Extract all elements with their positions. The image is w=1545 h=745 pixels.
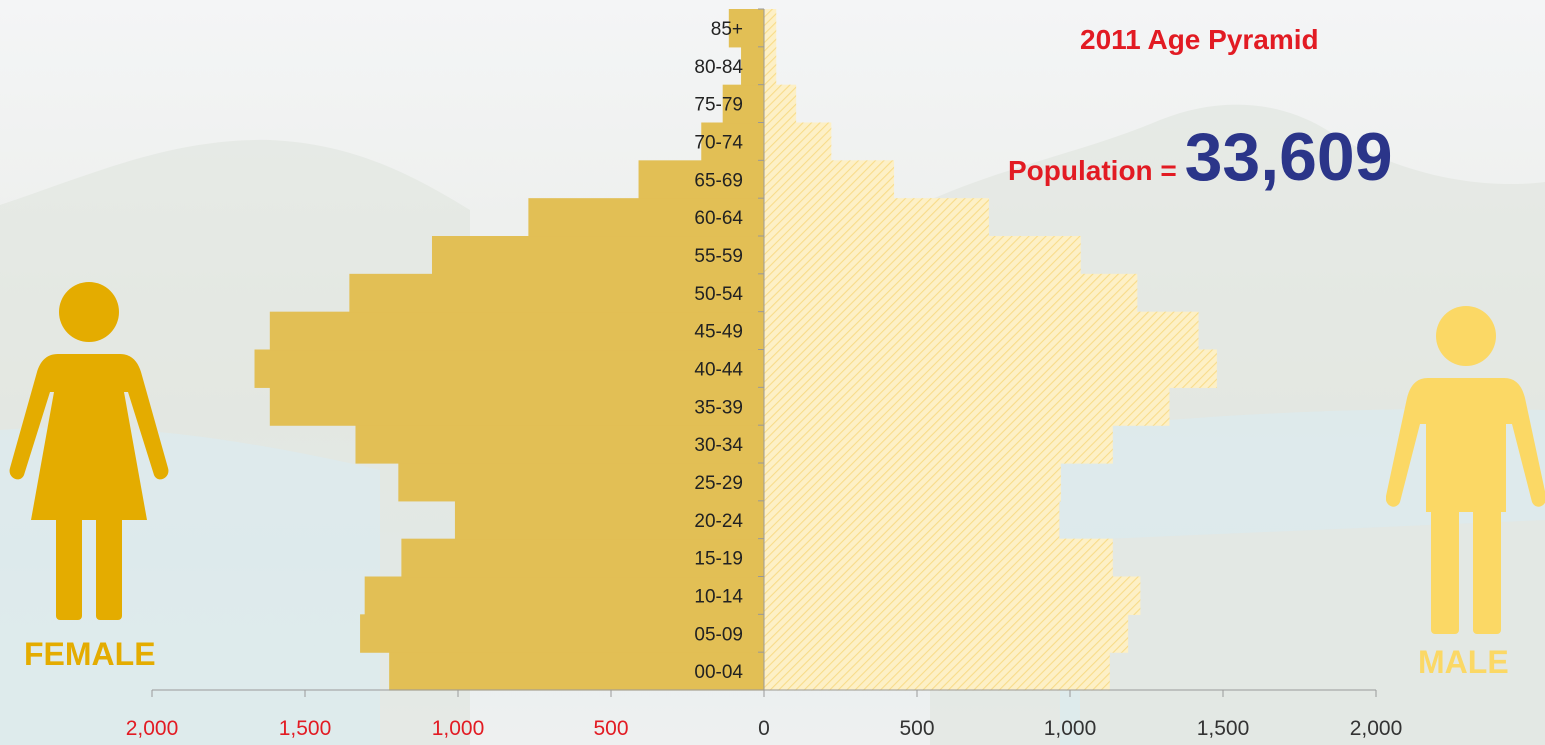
male-bar-70-74 xyxy=(764,122,832,161)
age-group-label: 65-69 xyxy=(694,170,743,191)
age-group-label: 25-29 xyxy=(694,473,743,494)
male-bar-40-44 xyxy=(764,349,1217,388)
female-bar-15-19 xyxy=(401,538,764,578)
male-bar-30-34 xyxy=(764,425,1113,464)
age-group-label: 20-24 xyxy=(694,511,743,532)
female-series xyxy=(254,9,764,691)
female-bar-00-04 xyxy=(389,652,764,691)
female-bar-50-54 xyxy=(349,273,764,313)
male-bar-25-29 xyxy=(764,463,1061,502)
male-bar-80-84 xyxy=(764,46,777,86)
male-bar-85+ xyxy=(764,9,777,48)
male-bar-60-64 xyxy=(764,198,989,237)
x-tick-label: 0 xyxy=(758,717,770,740)
age-group-label: 10-14 xyxy=(694,586,743,607)
male-bar-10-14 xyxy=(764,576,1141,615)
male-person-icon xyxy=(1386,306,1545,634)
female-bar-70-74 xyxy=(701,122,764,161)
population-value: 33,609 xyxy=(1184,119,1393,195)
male-bar-05-09 xyxy=(764,614,1129,653)
female-bar-55-59 xyxy=(431,236,764,275)
age-group-label: 80-84 xyxy=(694,57,743,78)
x-tick-label: 1,500 xyxy=(279,717,332,740)
male-bar-65-69 xyxy=(764,160,895,199)
female-bar-45-49 xyxy=(269,311,764,351)
female-bar-20-24 xyxy=(454,500,764,540)
age-group-label: 50-54 xyxy=(694,284,743,305)
population-annotation: Population = 33,609 xyxy=(1008,118,1393,196)
female-label: FEMALE xyxy=(24,636,156,672)
x-tick-label: 1,000 xyxy=(432,717,485,740)
x-tick-label: 500 xyxy=(899,717,934,740)
male-bar-45-49 xyxy=(764,311,1199,351)
female-person-icon xyxy=(9,282,169,620)
female-bar-05-09 xyxy=(360,614,764,653)
female-bar-25-29 xyxy=(398,463,764,502)
female-bar-30-34 xyxy=(355,425,764,464)
age-group-label: 60-64 xyxy=(694,208,743,229)
female-bar-35-39 xyxy=(269,387,764,426)
male-bar-50-54 xyxy=(764,273,1138,313)
female-bar-80-84 xyxy=(741,46,764,86)
population-label: Population = xyxy=(1008,155,1185,186)
male-bar-35-39 xyxy=(764,387,1170,426)
male-bar-75-79 xyxy=(764,84,797,124)
male-bar-20-24 xyxy=(764,500,1060,540)
female-bar-60-64 xyxy=(528,198,764,237)
age-group-label: 05-09 xyxy=(694,624,743,645)
age-group-label: 45-49 xyxy=(694,322,743,343)
male-series xyxy=(764,9,1217,691)
male-bar-00-04 xyxy=(764,652,1110,691)
age-group-label: 70-74 xyxy=(694,132,743,153)
age-group-label: 35-39 xyxy=(694,397,743,418)
age-group-label: 75-79 xyxy=(694,95,743,116)
male-label: MALE xyxy=(1418,644,1509,680)
age-group-label: 15-19 xyxy=(694,549,743,570)
age-group-label: 85+ xyxy=(711,19,743,40)
x-tick-label: 1,500 xyxy=(1197,717,1250,740)
female-bar-75-79 xyxy=(722,84,764,124)
female-bar-40-44 xyxy=(254,349,764,388)
x-tick-label: 2,000 xyxy=(1350,717,1403,740)
x-tick-label: 500 xyxy=(593,717,628,740)
female-bar-65-69 xyxy=(638,160,764,199)
chart-title: 2011 Age Pyramid xyxy=(1080,24,1319,55)
x-tick-label: 1,000 xyxy=(1044,717,1097,740)
male-bar-15-19 xyxy=(764,538,1113,578)
female-bar-10-14 xyxy=(364,576,764,615)
age-group-label: 30-34 xyxy=(694,435,743,456)
male-bar-55-59 xyxy=(764,236,1081,275)
age-group-labels: 00-04 05-09 10-14 15-19 20-24 25-29 30-34 35-39… xyxy=(694,8,765,690)
age-group-label: 55-59 xyxy=(694,246,743,267)
x-tick-label: 2,000 xyxy=(126,717,179,740)
age-group-label: 00-04 xyxy=(694,662,743,683)
female-bar-85+ xyxy=(728,9,764,48)
age-group-label: 40-44 xyxy=(694,359,743,380)
x-axis: 2,000 1,500 1,000 500 0 500 1,000 1,500 2,000 xyxy=(126,689,1403,740)
